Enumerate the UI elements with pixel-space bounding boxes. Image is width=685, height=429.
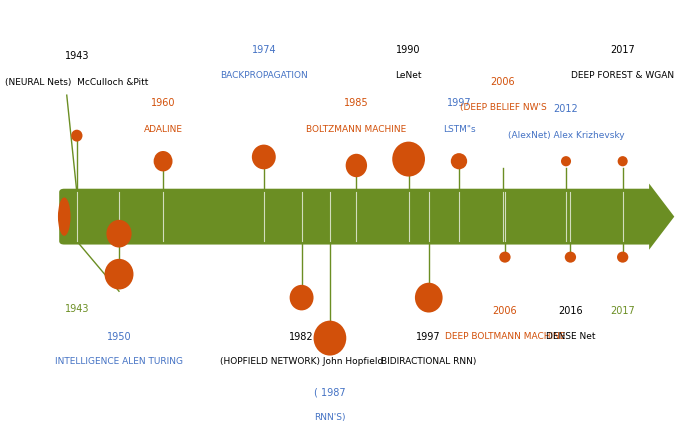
- Text: (NEURAL Nets)  McCulloch &Pitt: (NEURAL Nets) McCulloch &Pitt: [5, 78, 149, 87]
- Ellipse shape: [618, 156, 627, 166]
- Text: DENSE Net: DENSE Net: [546, 332, 595, 341]
- FancyArrow shape: [642, 184, 674, 250]
- Ellipse shape: [617, 251, 628, 263]
- Ellipse shape: [499, 251, 510, 263]
- Text: 1950: 1950: [107, 332, 132, 342]
- Text: 2017: 2017: [610, 306, 635, 316]
- Ellipse shape: [314, 320, 347, 356]
- Text: (HOPFIELD NETWORK) John Hopfield: (HOPFIELD NETWORK) John Hopfield: [220, 357, 383, 366]
- Ellipse shape: [561, 156, 571, 166]
- Ellipse shape: [105, 259, 134, 290]
- FancyBboxPatch shape: [59, 189, 653, 245]
- Ellipse shape: [346, 154, 367, 177]
- Text: 1985: 1985: [344, 98, 369, 108]
- Text: DEEP FOREST & WGAN: DEEP FOREST & WGAN: [571, 71, 674, 80]
- Text: 2006: 2006: [493, 306, 517, 316]
- Ellipse shape: [71, 130, 82, 142]
- Text: (AlexNet) Alex Krizhevsky: (AlexNet) Alex Krizhevsky: [508, 131, 624, 140]
- Ellipse shape: [290, 285, 314, 311]
- Ellipse shape: [451, 153, 467, 169]
- Text: BACKPROPAGATION: BACKPROPAGATION: [220, 71, 308, 80]
- Ellipse shape: [564, 251, 576, 263]
- Text: LSTM"s: LSTM"s: [443, 124, 475, 133]
- Text: ( 1987: ( 1987: [314, 387, 346, 397]
- Text: 2012: 2012: [553, 104, 578, 115]
- Ellipse shape: [393, 142, 425, 177]
- Text: 1997: 1997: [416, 332, 441, 342]
- Text: 1960: 1960: [151, 98, 175, 108]
- Text: 2006: 2006: [490, 77, 515, 87]
- Ellipse shape: [58, 197, 71, 236]
- Ellipse shape: [415, 283, 443, 313]
- Text: RNN'S): RNN'S): [314, 413, 346, 422]
- Text: 1943: 1943: [64, 304, 89, 314]
- Ellipse shape: [106, 220, 132, 248]
- Text: 1943: 1943: [64, 51, 89, 61]
- Text: 2017: 2017: [610, 45, 635, 54]
- Ellipse shape: [153, 151, 173, 172]
- Text: 2016: 2016: [558, 306, 583, 316]
- Ellipse shape: [252, 145, 276, 169]
- Text: 1982: 1982: [289, 332, 314, 342]
- Text: 1997: 1997: [447, 98, 471, 108]
- Text: DEEP BOLTMANN MACHINE: DEEP BOLTMANN MACHINE: [445, 332, 565, 341]
- Text: INTELLIGENCE ALEN TURING: INTELLIGENCE ALEN TURING: [55, 357, 183, 366]
- Text: 1990: 1990: [397, 45, 421, 54]
- Text: LeNet: LeNet: [395, 71, 422, 80]
- Text: BIDIRACTIONAL RNN): BIDIRACTIONAL RNN): [381, 357, 477, 366]
- Text: (DEEP BELIEF NW'S: (DEEP BELIEF NW'S: [460, 103, 547, 112]
- Text: BOLTZMANN MACHINE: BOLTZMANN MACHINE: [306, 124, 406, 133]
- Text: ADALINE: ADALINE: [144, 124, 183, 133]
- Text: 1974: 1974: [251, 45, 276, 54]
